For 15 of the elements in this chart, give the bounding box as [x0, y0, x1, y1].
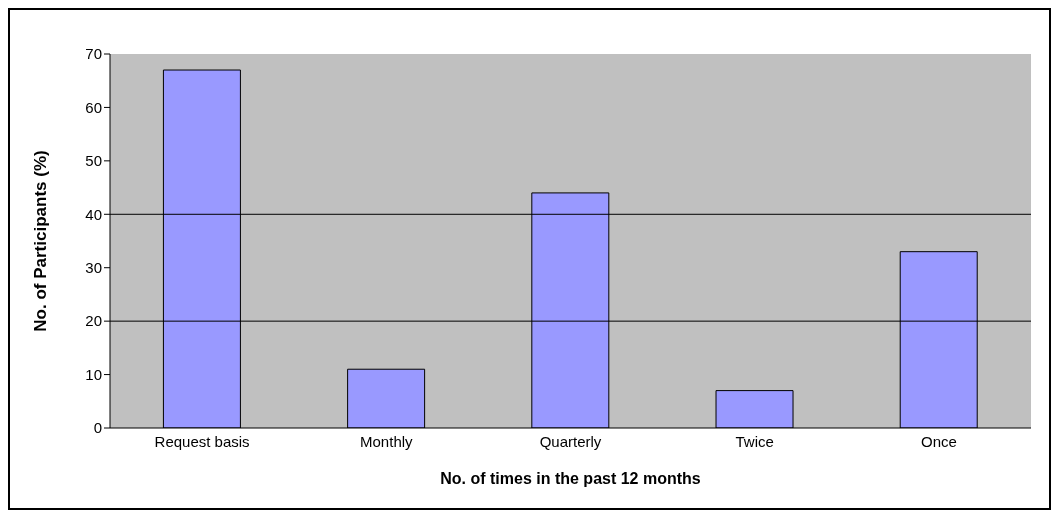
y-tick-label: 20 — [85, 312, 102, 330]
x-tick-label: Quarterly — [539, 432, 602, 450]
y-tick-label: 10 — [85, 365, 102, 383]
y-tick-label: 40 — [85, 205, 102, 223]
y-tick-label: 70 — [85, 45, 102, 63]
y-tick-label: 50 — [85, 152, 102, 170]
x-tick-label: Request basis — [154, 432, 250, 450]
x-axis-title: No. of times in the past 12 months — [440, 470, 701, 487]
y-tick-label: 30 — [85, 259, 102, 277]
x-tick-label: Monthly — [360, 432, 414, 450]
y-tick-label: 60 — [85, 98, 102, 116]
x-tick-label: Twice — [735, 432, 774, 450]
x-tick-label: Once — [920, 432, 957, 450]
y-axis-title: No. of Participants (%) — [31, 150, 51, 332]
y-tick-label: 0 — [93, 419, 102, 437]
